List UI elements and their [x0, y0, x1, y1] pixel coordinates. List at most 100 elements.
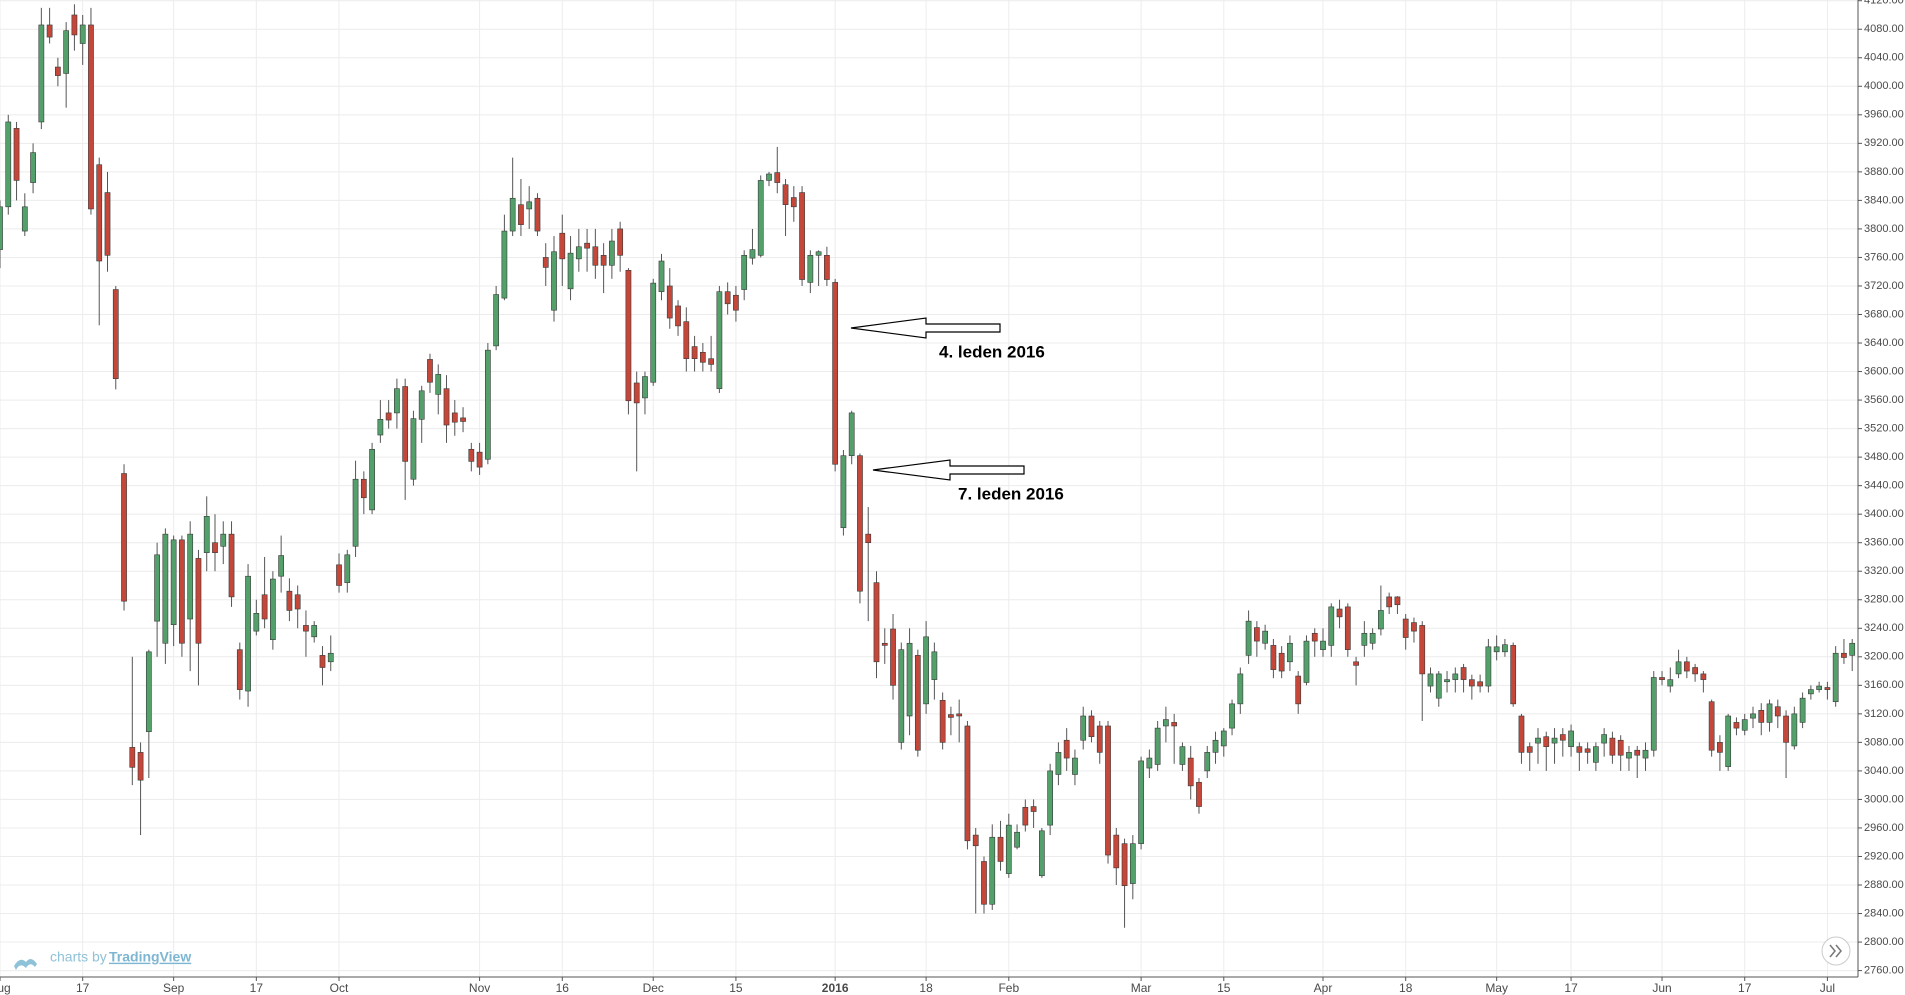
arrow [850, 317, 1001, 339]
candle-body [1758, 709, 1765, 723]
candle-body [1551, 737, 1558, 744]
candle-body [1518, 715, 1525, 753]
candle-body [1535, 737, 1541, 744]
candle-body [1626, 752, 1632, 759]
candle-body [989, 836, 996, 905]
y-tick-label: 3920.00 [1864, 137, 1904, 149]
candle-body [914, 655, 921, 751]
y-tick-label: 3160.00 [1864, 679, 1904, 691]
candle-body [1766, 703, 1773, 723]
y-tick-label: 4120.00 [1864, 0, 1904, 7]
x-tick-label: 15 [729, 981, 743, 995]
candle-body [1460, 667, 1467, 680]
candle-body [956, 713, 963, 717]
candle-body [1063, 739, 1070, 759]
candle-body [873, 582, 880, 663]
candle-body [774, 172, 781, 183]
candle-body [1138, 760, 1144, 844]
candle-body [501, 230, 508, 299]
candle-body [145, 651, 152, 732]
candle-body [592, 246, 599, 266]
candle-body [931, 651, 938, 680]
annotation-arrow [850, 317, 1025, 481]
candle-body [1270, 645, 1277, 670]
scroll-button[interactable] [1821, 936, 1851, 966]
candle-body [13, 128, 20, 181]
candle-body [112, 289, 119, 379]
candle-body [807, 255, 814, 283]
candle-body [311, 625, 318, 638]
candle-body [1427, 673, 1434, 687]
candle-body [898, 649, 905, 743]
candle-body [1295, 675, 1302, 705]
candle-body [170, 539, 177, 626]
candle-body [650, 282, 657, 383]
candle-body [1774, 706, 1781, 717]
candle-body [129, 747, 136, 768]
candle-body [1816, 685, 1822, 690]
arrow [872, 459, 1025, 481]
candle-body [1683, 661, 1690, 672]
button-icon[interactable] [1829, 944, 1842, 958]
y-tick-label: 2760.00 [1864, 964, 1904, 976]
candle-body [1212, 739, 1219, 753]
candle-body [1493, 646, 1500, 653]
candle-body [708, 358, 714, 365]
candle-body [997, 836, 1004, 862]
candle-body [534, 197, 541, 232]
candle-body [1543, 736, 1550, 747]
candle-body [642, 376, 648, 399]
candle-body [38, 24, 45, 123]
candle-body [203, 516, 210, 553]
candle-body [1750, 713, 1756, 719]
candle-body [551, 251, 557, 311]
y-tick-label: 3360.00 [1864, 537, 1904, 549]
candle-body [179, 539, 185, 644]
x-tick-label: 18 [1399, 981, 1413, 995]
candle-body [1659, 677, 1665, 680]
candle-body [1055, 752, 1062, 775]
candle-body [666, 285, 673, 319]
x-tick-label: Oct [330, 981, 349, 995]
candle-body [1708, 701, 1715, 751]
x-tick-label: Sep [163, 981, 185, 995]
attribution-link[interactable]: TradingView [109, 949, 191, 965]
candle-body [865, 533, 872, 543]
candle-body [79, 24, 86, 44]
candle-body [162, 533, 169, 644]
candle-body [1196, 782, 1202, 807]
x-tick-label: Feb [998, 981, 1019, 995]
candle-body [261, 594, 268, 620]
candle-body [195, 558, 202, 644]
candle-body [1468, 679, 1475, 687]
candle-body [377, 419, 384, 436]
candle-body [270, 578, 276, 640]
y-tick-label: 4080.00 [1864, 23, 1904, 35]
y-tick-label: 4000.00 [1864, 80, 1904, 92]
candle-body [782, 184, 789, 205]
candle-body [964, 725, 971, 842]
button-circle[interactable] [1821, 936, 1851, 966]
candle-body [1799, 697, 1806, 723]
candle-body [1402, 618, 1409, 638]
y-tick-label: 3840.00 [1864, 194, 1904, 206]
candle-body [1832, 652, 1839, 703]
candle-body [824, 255, 830, 280]
candle-body [1336, 608, 1343, 618]
candle-body [1725, 715, 1732, 767]
y-tick-label: 4040.00 [1864, 52, 1904, 64]
y-tick-label: 3480.00 [1864, 451, 1904, 463]
candle-body [1568, 730, 1574, 747]
y-tick-label: 3640.00 [1864, 337, 1904, 349]
candle-body [468, 448, 475, 462]
candle-body [1278, 652, 1285, 672]
candle-body [427, 359, 433, 383]
y-tick-label: 3560.00 [1864, 394, 1904, 406]
candle-body [1452, 673, 1459, 680]
candle-body [1369, 632, 1376, 644]
candle-body [0, 206, 3, 250]
candle-body [542, 257, 549, 268]
candle-body [1700, 673, 1707, 680]
candle-body [526, 201, 533, 210]
candle-body [1741, 719, 1748, 731]
